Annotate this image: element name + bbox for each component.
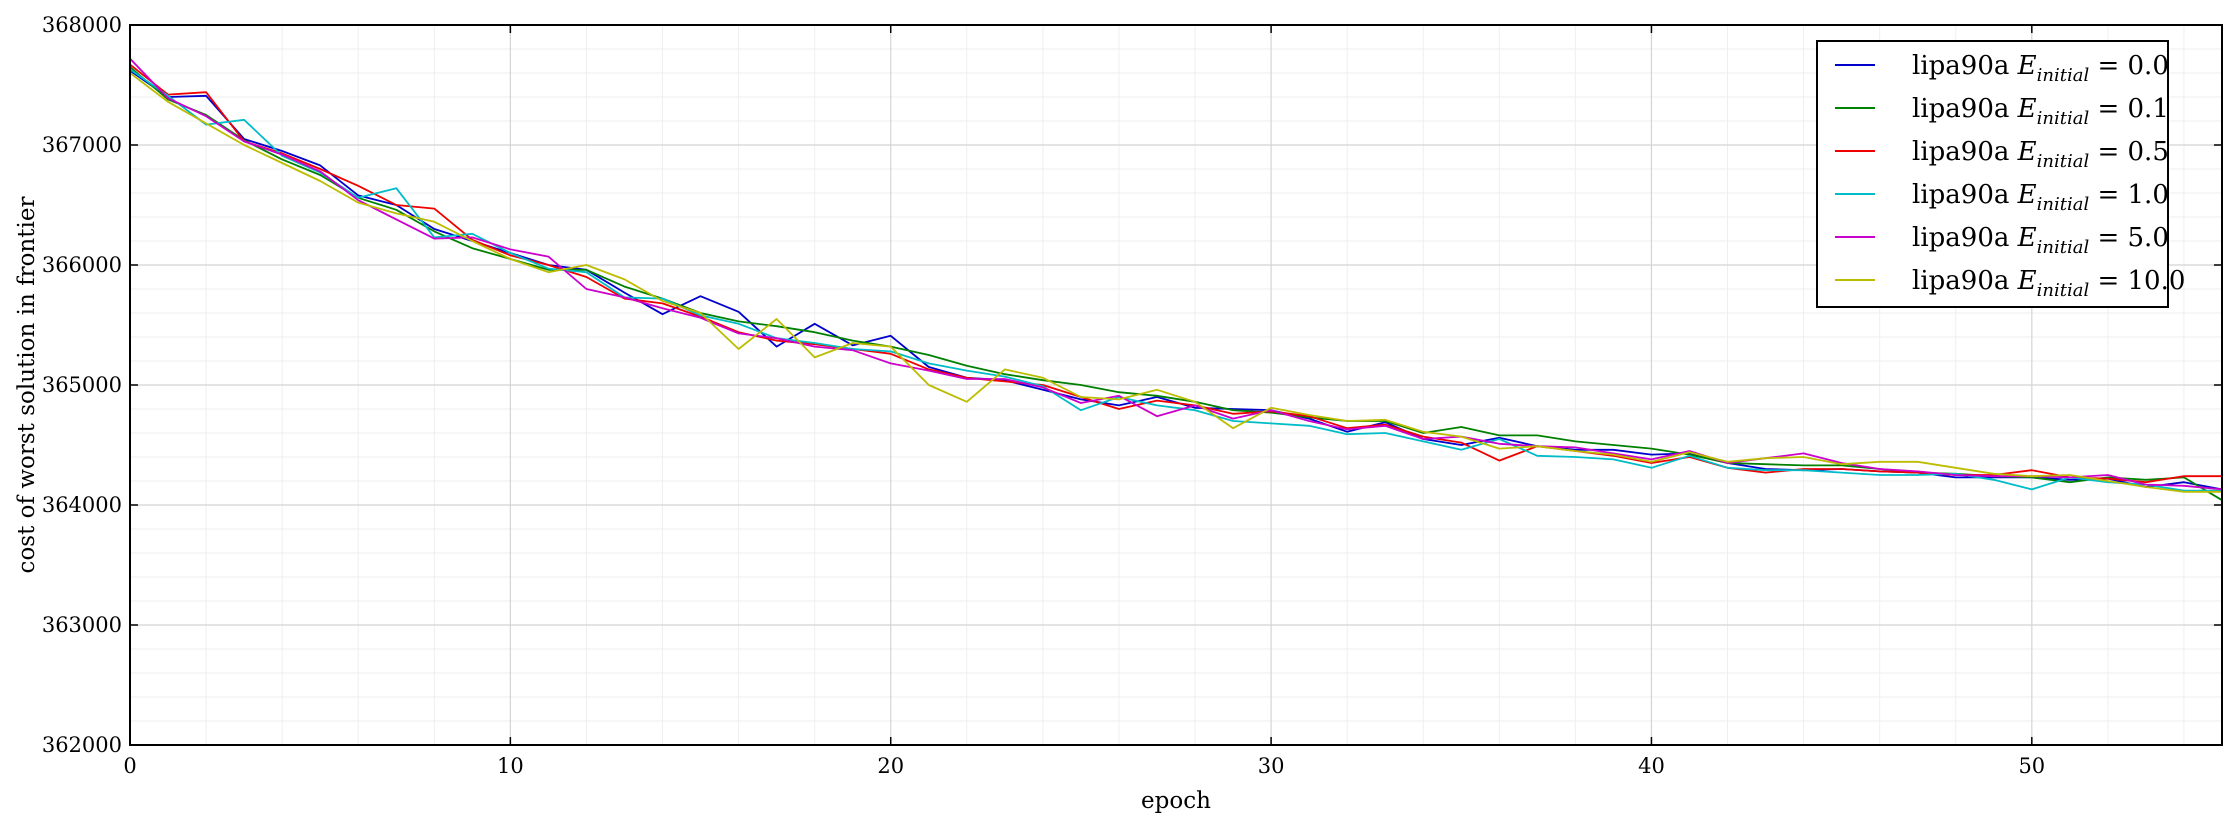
series-line-4 — [129, 57, 2223, 491]
x-tick-label: 50 — [2018, 754, 2045, 778]
x-tick-label: 10 — [497, 754, 524, 778]
series-layer — [129, 57, 2223, 501]
y-tick-label: 363000 — [42, 613, 122, 637]
series-line-5 — [129, 72, 2222, 493]
y-tick-label: 367000 — [42, 133, 122, 157]
legend-entry: lipa90a Einitial = 1.0 — [1912, 180, 2169, 215]
y-tick-label: 362000 — [42, 733, 122, 757]
series-line-3 — [129, 68, 2222, 492]
legend-entry: lipa90a Einitial = 0.0 — [1912, 51, 2169, 86]
x-axis-label: epoch — [1141, 788, 1211, 814]
x-tick-label: 40 — [1638, 754, 1665, 778]
legend-entry: lipa90a Einitial = 0.5 — [1912, 137, 2169, 172]
y-tick-label: 366000 — [42, 253, 122, 277]
y-axis-label: cost of worst solution in frontier — [14, 197, 40, 574]
series-line-2 — [129, 63, 2222, 484]
legend-entry: lipa90a Einitial = 0.1 — [1912, 94, 2169, 129]
x-tick-label: 30 — [1258, 754, 1285, 778]
legend-box — [1816, 40, 2169, 308]
x-tick-label: 0 — [123, 754, 136, 778]
tick-layer: 0 10 20 30 40 50 362000 363000 364000 365000 36600… — [42, 13, 2222, 778]
legend: lipa90a Einitial = 0.0 lipa90a Einitial =… — [1816, 40, 2185, 308]
y-tick-label: 368000 — [42, 13, 122, 37]
y-tick-label: 365000 — [42, 373, 122, 397]
y-tick-label: 364000 — [42, 493, 122, 517]
x-tick-label: 20 — [877, 754, 904, 778]
legend-entry: lipa90a Einitial = 10.0 — [1912, 266, 2185, 301]
legend-entry: lipa90a Einitial = 5.0 — [1912, 223, 2169, 258]
